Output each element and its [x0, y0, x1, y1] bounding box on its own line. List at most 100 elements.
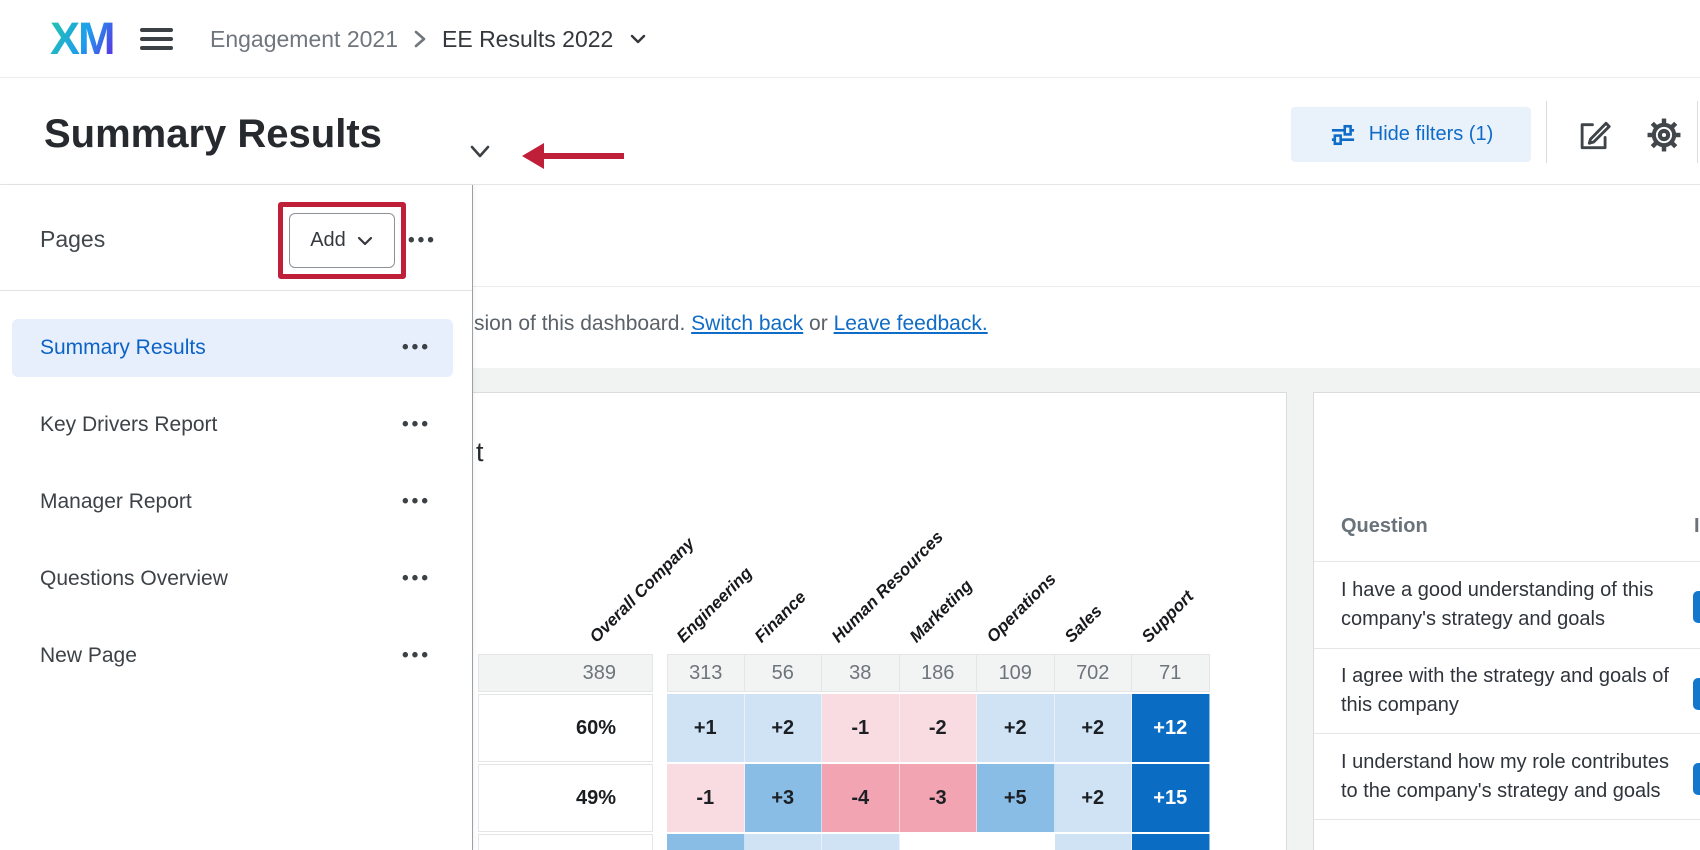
filters-sliders-icon [1329, 121, 1357, 149]
score-bar-fragment [1693, 591, 1700, 623]
item-overflow-button[interactable]: ••• [402, 337, 431, 358]
toolbar-divider-right [1697, 101, 1698, 163]
breadcrumb-separator-icon [413, 28, 427, 50]
gear-icon [1645, 116, 1683, 154]
question-text: I agree with the strategy and goals of t… [1341, 665, 1669, 716]
heatmap-cell-finance-r2: +3 [744, 764, 822, 832]
question-row-divider [1314, 819, 1700, 820]
hide-filters-button[interactable]: Hide filters (1) [1291, 107, 1531, 162]
heatmap-row: 49% -1 +3 -4 -3 +5 +2 +15 [478, 764, 1210, 832]
heatmap-widget: t Overall Company Engineering Finance Human… [472, 392, 1287, 850]
heatmap-cell-sales-r1: +2 [1054, 694, 1132, 762]
sidebar-item-label: Questions Overview [40, 567, 228, 590]
sidebar-item-label: Manager Report [40, 490, 192, 513]
heatmap-cell-sales-r2: +2 [1054, 764, 1132, 832]
heatmap-cell-engineering-r1: +1 [667, 694, 745, 762]
score-bar-fragment [1693, 678, 1700, 710]
count-cell-marketing: 186 [899, 654, 977, 692]
settings-button[interactable] [1645, 116, 1683, 154]
banner-text-fragment: sion of this dashboard. [474, 312, 686, 335]
column-header-support: Support [1137, 586, 1198, 647]
item-overflow-button[interactable]: ••• [402, 491, 431, 512]
heatmap-cell-marketing-r2: -3 [899, 764, 977, 832]
sidebar-item-new-page[interactable]: New Page ••• [12, 627, 453, 685]
version-banner: sion of this dashboard. Switch back or L… [474, 312, 988, 336]
heatmap-table: 389 313 56 38 186 109 702 71 60% +1 +2 -1 -2 +2 +2 +12… [478, 654, 1210, 850]
count-cell-sales: 702 [1054, 654, 1132, 692]
heatmap-cell-marketing-r3 [899, 834, 977, 850]
column-gap [653, 694, 667, 762]
count-cell-engineering: 313 [667, 654, 745, 692]
page-header: Summary Results Hide filters (1) [0, 78, 1700, 185]
hamburger-menu-icon[interactable] [140, 28, 173, 50]
question-text: I understand how my role contributes to … [1341, 750, 1669, 802]
heatmap-cell-support-r2: +15 [1132, 764, 1210, 832]
sidebar-item-manager-report[interactable]: Manager Report ••• [12, 473, 453, 531]
question-row: I agree with the strategy and goals of t… [1314, 648, 1700, 733]
column-header-finance: Finance [750, 587, 810, 647]
question-column-header: Question [1341, 515, 1428, 537]
sidebar-item-summary-results[interactable]: Summary Results ••• [12, 319, 453, 377]
chevron-down-icon [356, 235, 374, 247]
widget-title-fragment: t [476, 437, 484, 467]
questions-widget: Question I I have a good understanding o… [1313, 392, 1700, 850]
heatmap-row [478, 834, 1210, 850]
heatmap-body: 60% +1 +2 -1 -2 +2 +2 +12 49% -1 +3 -4 -3 +5 +2 +15 [478, 694, 1210, 850]
toolbar-divider [1546, 101, 1547, 163]
count-cell-overall: 389 [478, 654, 653, 692]
xm-logo[interactable]: XM [50, 13, 115, 64]
item-overflow-button[interactable]: ••• [402, 414, 431, 435]
heatmap-row: 60% +1 +2 -1 -2 +2 +2 +12 [478, 694, 1210, 762]
sidebar-item-label: Summary Results [40, 336, 206, 359]
heatmap-cell-sales-r3 [1054, 834, 1132, 850]
page-title-chevron-down-icon[interactable] [466, 142, 494, 162]
pages-overflow-button[interactable]: ••• [408, 227, 454, 255]
column-header-sales: Sales [1060, 601, 1106, 647]
heatmap-cell-support-r3 [1132, 834, 1210, 850]
item-overflow-button[interactable]: ••• [402, 645, 431, 666]
count-cell-operations: 109 [977, 654, 1055, 692]
second-column-header-fragment: I [1694, 515, 1700, 537]
heatmap-cell-finance-r3 [744, 834, 822, 850]
pages-sidebar: Pages Add ••• Summary Results ••• Key Driv… [0, 185, 473, 850]
pencil-square-icon [1575, 116, 1613, 154]
count-cell-finance: 56 [744, 654, 822, 692]
sidebar-item-questions-overview[interactable]: Questions Overview ••• [12, 550, 453, 608]
add-page-label: Add [310, 229, 346, 251]
count-cell-support: 71 [1132, 654, 1210, 692]
heatmap-cell-engineering-r3 [667, 834, 745, 850]
banner-conjunction: or [809, 312, 828, 335]
respondent-count-row: 389 313 56 38 186 109 702 71 [478, 654, 1210, 692]
breadcrumb-chevron-down-icon[interactable] [628, 32, 648, 46]
column-header-engineering: Engineering [672, 563, 756, 647]
sidebar-item-label: Key Drivers Report [40, 413, 218, 436]
heatmap-cell-support-r1: +12 [1132, 694, 1210, 762]
heatmap-cell-human-resources-r2: -4 [822, 764, 900, 832]
heatmap-cell-marketing-r1: -2 [899, 694, 977, 762]
item-overflow-button[interactable]: ••• [402, 568, 431, 589]
annotation-arrow [522, 142, 626, 170]
heatmap-cell-operations-r2: +5 [977, 764, 1055, 832]
switch-back-link[interactable]: Switch back [691, 312, 804, 335]
hide-filters-label: Hide filters (1) [1368, 123, 1494, 145]
heatmap-cell-operations-r1: +2 [977, 694, 1055, 762]
ellipsis-icon: ••• [408, 230, 437, 251]
breadcrumb-parent[interactable]: Engagement 2021 [210, 25, 398, 52]
heatmap-cell-engineering-r2: -1 [667, 764, 745, 832]
sidebar-item-label: New Page [40, 644, 137, 667]
breadcrumb-current[interactable]: EE Results 2022 [442, 25, 614, 52]
column-gap [653, 834, 667, 850]
edit-dashboard-button[interactable] [1575, 116, 1613, 154]
sidebar-item-key-drivers-report[interactable]: Key Drivers Report ••• [12, 396, 453, 454]
question-row: I understand how my role contributes to … [1314, 733, 1700, 819]
banner-divider [473, 286, 1700, 287]
breadcrumb: Engagement 2021 EE Results 2022 [210, 0, 648, 78]
row-overall-score: 60% [478, 694, 653, 762]
add-page-button[interactable]: Add [289, 213, 395, 268]
score-bar-fragment [1693, 763, 1700, 795]
page-title: Summary Results [44, 112, 382, 156]
leave-feedback-link[interactable]: Leave feedback. [833, 312, 988, 335]
column-header-marketing: Marketing [905, 576, 976, 647]
sidebar-divider [0, 290, 472, 291]
